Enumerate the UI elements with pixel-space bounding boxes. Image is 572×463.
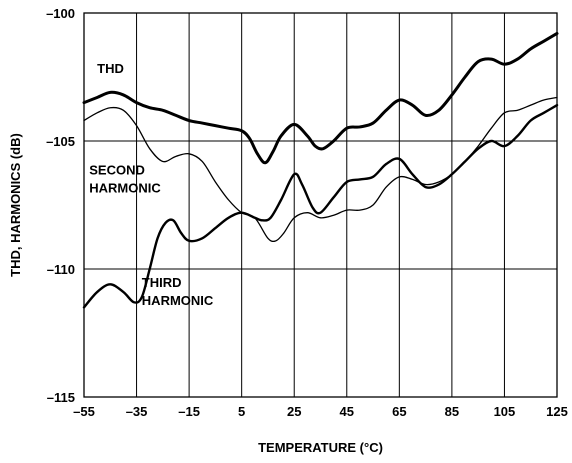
annotations: THD SECOND HARMONIC THIRD HARMONIC	[89, 61, 214, 308]
x-tick-label: 85	[445, 404, 459, 419]
x-axis-label: TEMPERATURE (°C)	[258, 440, 383, 455]
annotation-third: THIRD HARMONIC	[142, 275, 214, 308]
series-line-second-harmonic	[83, 96, 558, 243]
x-tick-labels: –55 –35 –15 5 25 45 65 85 105 125	[73, 404, 568, 419]
series-line-thd	[82, 31, 559, 165]
annotation-second: SECOND HARMONIC	[89, 162, 161, 195]
y-tick-label: –115	[47, 390, 75, 405]
annotation-thd: THD	[97, 61, 124, 76]
annotation-line: HARMONIC	[142, 293, 214, 308]
y-tick-label: –110	[47, 262, 75, 277]
series-line-third-harmonic	[82, 103, 559, 309]
series-lines	[82, 31, 559, 309]
y-tick-label: –100	[46, 6, 75, 21]
y-tick-labels: –100 –105 –110 –115	[46, 6, 75, 405]
x-tick-label: 105	[494, 404, 516, 419]
x-tick-label: 125	[546, 404, 568, 419]
y-tick-label: –105	[46, 134, 75, 149]
annotation-line: THD	[97, 61, 124, 76]
plot-frame	[83, 12, 558, 398]
x-tick-label: –55	[73, 404, 95, 419]
grid-lines	[83, 12, 558, 398]
annotation-line: SECOND	[89, 162, 145, 177]
x-tick-label: 25	[287, 404, 301, 419]
x-tick-label: 65	[392, 404, 406, 419]
x-tick-label: –15	[178, 404, 200, 419]
x-tick-label: 45	[340, 404, 354, 419]
annotation-line: HARMONIC	[89, 180, 161, 195]
x-tick-label: –35	[126, 404, 148, 419]
annotation-line: THIRD	[142, 275, 182, 290]
x-tick-label: 5	[238, 404, 245, 419]
y-axis-label: THD, HARMONICS (dB)	[8, 133, 23, 277]
